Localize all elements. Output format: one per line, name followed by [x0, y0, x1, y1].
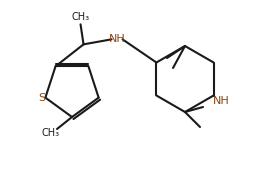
Text: CH₃: CH₃ — [72, 12, 90, 22]
Text: NH: NH — [109, 34, 126, 44]
Text: NH: NH — [213, 95, 230, 105]
Text: CH₃: CH₃ — [42, 128, 60, 138]
Text: S: S — [38, 93, 45, 103]
